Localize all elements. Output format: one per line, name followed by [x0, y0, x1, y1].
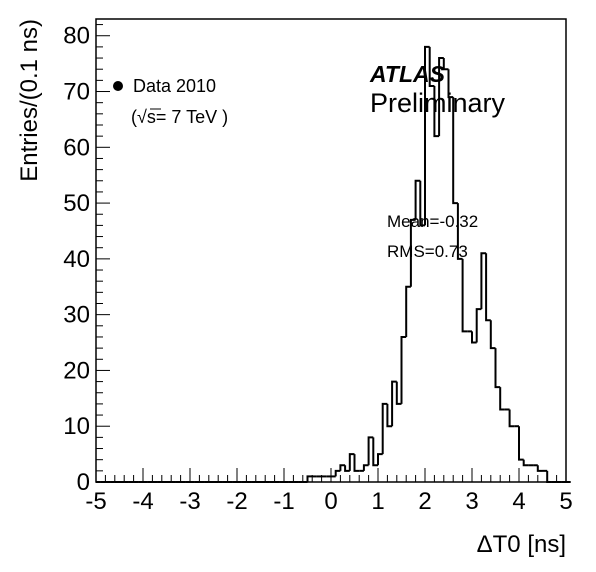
histogram-bin	[433, 85, 440, 138]
x-tick-label: -5	[85, 488, 106, 515]
histogram-bin	[391, 380, 397, 427]
histogram-bin	[447, 69, 454, 99]
stats-mean: Mean=-0.32	[387, 212, 478, 231]
histogram-bin	[419, 180, 425, 227]
histogram-bin	[353, 454, 360, 472]
x-tick-label: -3	[179, 488, 200, 515]
histogram-bin	[522, 459, 529, 467]
histogram-bin	[348, 453, 355, 471]
histogram-bin	[367, 436, 374, 466]
legend-sublabel-rest: s= 7 TeV )	[147, 107, 228, 127]
y-tick-label: 70	[63, 79, 90, 106]
histogram-bin	[372, 437, 378, 467]
x-tick-label: 5	[559, 488, 572, 515]
histogram-bin	[409, 218, 416, 287]
x-tick-label: 1	[371, 488, 384, 515]
histogram-bin	[475, 308, 482, 343]
x-tick-label: -4	[132, 488, 153, 515]
histogram-bin	[546, 470, 552, 483]
y-tick-label: 10	[63, 413, 90, 440]
histogram-bin	[452, 97, 458, 205]
histogram-bin	[438, 57, 444, 137]
x-tick-label: -1	[273, 488, 294, 515]
x-tick-label: 0	[324, 488, 337, 515]
histogram-bin	[461, 258, 468, 333]
y-axis-title: Entries/(0.1 ns)	[16, 19, 43, 182]
histogram-bin	[334, 469, 341, 477]
histogram-bin	[405, 285, 411, 337]
atlas-label: ATLAS	[369, 61, 446, 87]
histogram-bin	[339, 464, 346, 471]
histogram-bin	[400, 335, 407, 404]
y-tick-label: 80	[63, 23, 90, 50]
histogram-bin	[344, 465, 350, 472]
legend-marker-icon	[113, 81, 123, 91]
histogram-bin	[414, 179, 421, 220]
y-axis: 0 10 20 30 40 50 60 70 80	[63, 23, 110, 496]
y-tick-label: 0	[77, 469, 90, 496]
histogram-bin	[485, 253, 491, 322]
x-tick-label: 3	[465, 488, 478, 515]
histogram-bin	[471, 331, 477, 344]
histogram-bin	[386, 403, 393, 428]
y-tick-label: 50	[63, 190, 90, 217]
y-tick-label: 30	[63, 302, 90, 329]
histogram-bin	[494, 348, 501, 389]
histogram-bin	[518, 426, 524, 461]
legend-sublabel-open: (	[131, 107, 137, 127]
histogram-bin	[306, 475, 313, 482]
histogram-bin	[480, 252, 487, 310]
legend: Data 2010 (√s= 7 TeV )	[113, 76, 228, 127]
stats-rms: RMS=0.73	[387, 242, 468, 261]
histogram-bin	[489, 320, 496, 350]
x-axis-title: ΔT0 [ns]	[477, 531, 566, 558]
legend-sublabel: (√s= 7 TeV )	[131, 107, 228, 127]
histogram-bin	[424, 45, 430, 226]
legend-label: Data 2010	[133, 76, 216, 96]
histogram-bin	[536, 465, 543, 472]
x-tick-label: 4	[512, 488, 525, 515]
y-tick-label: 20	[63, 357, 90, 384]
x-tick-label: -2	[226, 488, 247, 515]
y-tick-label: 40	[63, 246, 90, 273]
histogram-bin	[442, 58, 449, 71]
x-axis: -5 -4 -3 -2 -1 0 1 2 3 4 5	[85, 468, 573, 515]
histogram-bin	[456, 203, 463, 260]
atlas-sublabel: Preliminary	[370, 88, 506, 118]
legend-sublabel-sqrt: √	[137, 107, 147, 127]
histogram-bin	[508, 409, 515, 428]
y-tick-label: 60	[63, 134, 90, 161]
histogram-bin	[499, 387, 505, 411]
x-tick-label: 2	[418, 488, 431, 515]
histogram-bin	[395, 381, 402, 405]
histogram-bin	[377, 453, 383, 466]
histogram-bin	[362, 464, 369, 471]
histogram-bin	[381, 402, 388, 455]
histogram-bin	[428, 46, 435, 87]
